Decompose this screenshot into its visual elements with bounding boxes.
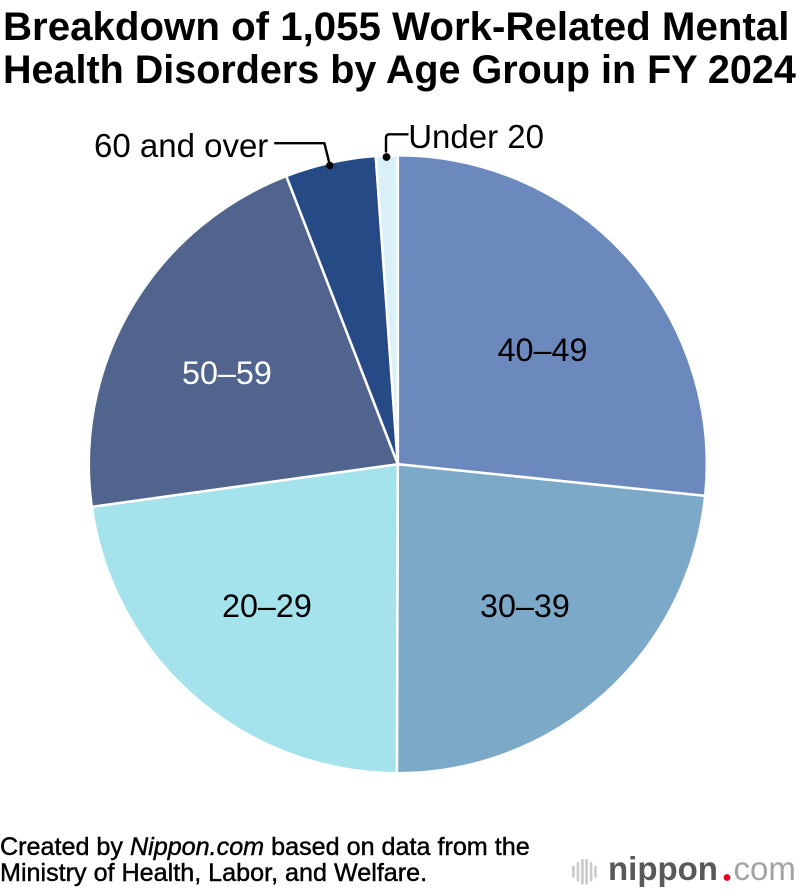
svg-text:nippon: nippon [608,850,718,887]
svg-text:com: com [734,850,796,887]
